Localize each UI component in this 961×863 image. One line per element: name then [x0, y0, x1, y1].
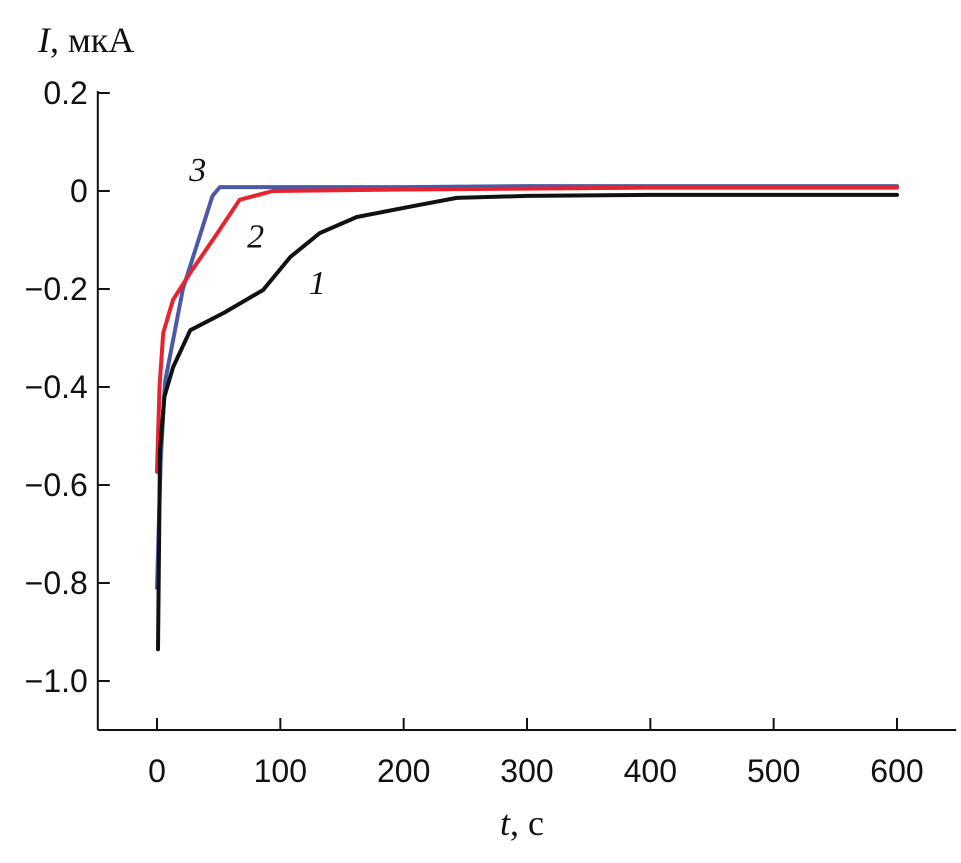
series-line-1: [156, 192, 899, 652]
x-tick-label: 300: [500, 753, 553, 789]
x-tick-label: 500: [747, 753, 800, 789]
axes: 0.2 0 −0.2 −0.4 −0.6 −0.8 −1.0 0 100 200 300 400 500…: [25, 75, 957, 789]
curve-label-2: 2: [247, 218, 264, 255]
x-tick-label: 0: [148, 753, 166, 789]
y-tick-label: −0.4: [25, 369, 88, 405]
x-tick-label: 600: [870, 753, 923, 789]
y-tick-label: 0.2: [43, 75, 87, 111]
y-tick-label: 0: [70, 173, 88, 209]
series-line-2: [155, 185, 899, 474]
series-line-3: [155, 184, 899, 590]
series-lines: [155, 184, 899, 652]
curve-labels: 3 2 1: [188, 152, 326, 302]
curve-label-3: 3: [188, 152, 206, 189]
y-tick-label: −0.2: [25, 271, 88, 307]
curve-label-1: 1: [309, 265, 326, 302]
x-tick-label: 200: [377, 753, 430, 789]
y-tick-label: −0.6: [25, 467, 88, 503]
x-tick-label: 100: [254, 753, 307, 789]
x-tick-label: 400: [624, 753, 677, 789]
y-tick-label: −0.8: [25, 565, 88, 601]
x-axis-label: t, с: [500, 803, 544, 843]
y-axis-label: I, мкА: [37, 20, 134, 60]
y-tick-label: −1.0: [25, 663, 88, 699]
